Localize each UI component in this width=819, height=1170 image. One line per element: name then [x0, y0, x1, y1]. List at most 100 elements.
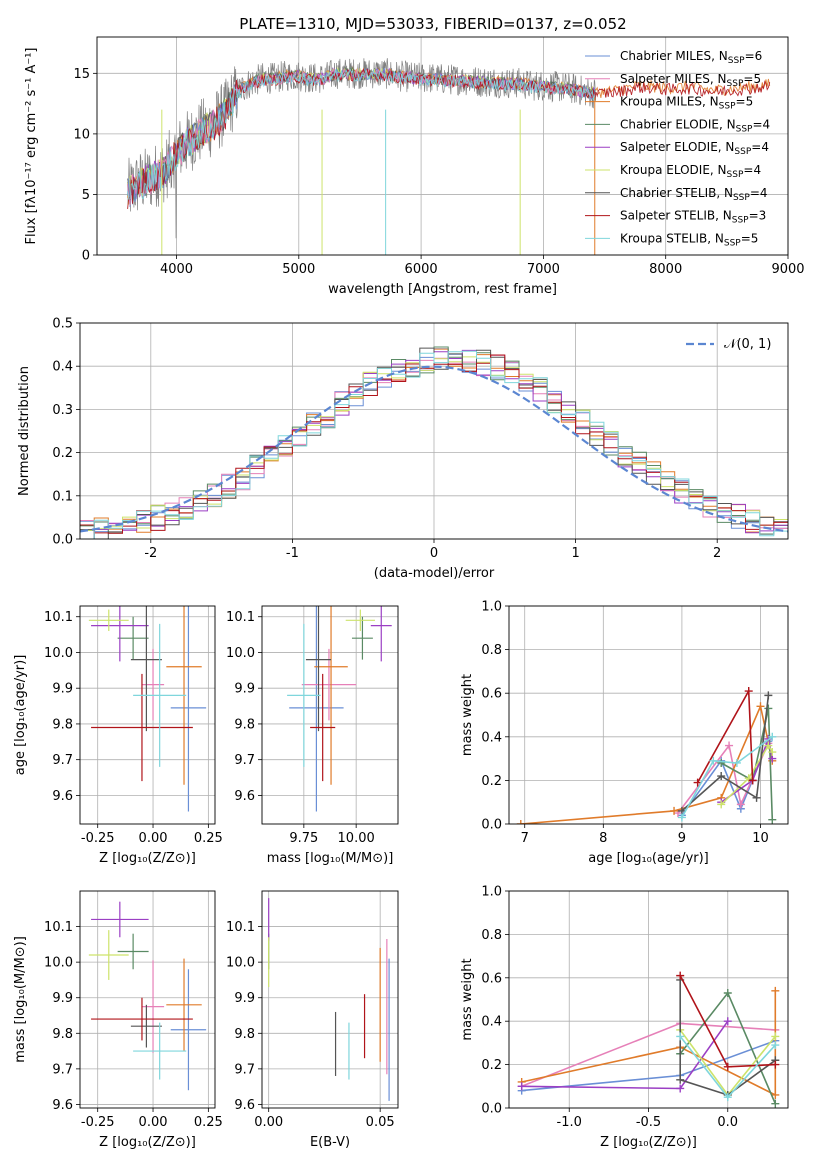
legend-label: Chabrier ELODIE, NSSP=4	[620, 117, 770, 134]
point-marker	[723, 1062, 732, 1071]
y-tick-label: 9.8	[234, 1027, 255, 1042]
series-chabrier-stelib	[677, 691, 773, 815]
panel-massweight-vs-Z: -1.0 -0.5 0.0 0.0 0.2 0.4 0.6 0.8 1.0 Z [log₁₀(Z/…	[460, 885, 789, 1150]
x-tick-label: 10	[752, 831, 769, 846]
panel-residuals: -2 -1 0 1 2 0.0 0.1 0.2 0.3 0.4 0.5 (data-model)/er…	[17, 317, 789, 581]
legend-label: 𝒩(0, 1)	[724, 337, 771, 352]
x-axis-label: Z [log₁₀(Z/Z⊙)]	[99, 851, 196, 866]
axes-frame	[79, 890, 216, 1109]
y-tick-label: 0.6	[481, 687, 502, 702]
y-tick-label: 9.7	[52, 1062, 73, 1077]
histogram-kroupa-stelib	[80, 350, 788, 539]
axes-frame	[261, 890, 399, 1109]
series-line	[681, 736, 773, 818]
y-tick-label: 0.8	[481, 643, 502, 658]
y-tick-label: 0.4	[481, 730, 502, 745]
x-tick-label: 8	[599, 831, 607, 846]
x-axis-label: (data-model)/error	[374, 566, 495, 581]
point-marker	[771, 1090, 780, 1099]
y-tick-label: 0.6	[481, 971, 502, 986]
y-tick-label: 9.9	[234, 682, 255, 697]
errorbar-salpeter-elodie	[91, 606, 149, 662]
axes-frame	[508, 605, 789, 825]
grid	[262, 891, 398, 1108]
x-tick-label: 0.25	[194, 1115, 223, 1130]
series-line	[720, 743, 773, 805]
y-tick-label: 10.0	[44, 956, 73, 971]
y-tick-label: 0.1	[52, 489, 73, 504]
model-kroupa-stelib	[127, 68, 596, 200]
legend: Chabrier MILES, NSSP=6 Salpeter MILES, NS…	[585, 49, 770, 248]
x-tick-label: 6000	[405, 262, 438, 277]
legend-label: Kroupa ELODIE, NSSP=4	[620, 163, 761, 180]
series-line	[720, 708, 774, 820]
x-tick-label: 0.00	[139, 831, 168, 846]
point-marker	[717, 800, 726, 809]
errorbar-kroupa-stelib	[287, 623, 321, 767]
x-tick-label: 9.75	[289, 831, 318, 846]
panel-massweight-vs-age: 7 8 9 10 0.0 0.2 0.4 0.6 0.8 1.0 age [log₁₀(age/yr…	[460, 600, 789, 866]
y-tick-label: 0.0	[481, 818, 502, 833]
point-marker	[723, 1093, 732, 1102]
y-tick-label: 10.1	[44, 610, 73, 625]
series-salpeter-elodie	[517, 1017, 732, 1093]
y-tick-label: 15	[73, 67, 90, 82]
series-salpeter-stelib	[693, 687, 757, 787]
errorbar-kroupa-stelib	[133, 623, 187, 767]
plot-area	[88, 606, 207, 812]
plot-area	[268, 898, 390, 1101]
series-kroupa-stelib	[676, 1032, 780, 1102]
y-tick-label: 10.0	[226, 956, 255, 971]
x-tick-label: 10.00	[338, 831, 375, 846]
point-marker	[517, 1082, 526, 1091]
errorbar-kroupa-elodie	[88, 930, 129, 980]
x-axis-label: E(B-V)	[310, 1135, 350, 1150]
errorbar-kroupa-elodie	[345, 609, 375, 632]
errorbar-chabrier-stelib	[305, 606, 332, 732]
point-marker	[768, 748, 777, 757]
point-marker	[748, 776, 757, 785]
point-marker	[725, 741, 734, 750]
errorbar-chabrier-elodie	[351, 616, 373, 660]
x-tick-label: -1.0	[557, 1115, 582, 1130]
histogram-kroupa-elodie	[80, 356, 788, 531]
y-axis-label: mass weight	[460, 674, 475, 756]
point-marker	[771, 986, 780, 995]
point-marker	[764, 691, 773, 700]
axes-frame	[261, 605, 399, 825]
y-tick-label: 9.8	[52, 717, 73, 732]
y-tick-label: 0.0	[481, 1102, 502, 1117]
grid	[80, 891, 215, 1108]
x-tick-label: 9	[678, 831, 686, 846]
y-tick-label: 10.1	[226, 610, 255, 625]
point-marker	[771, 1099, 780, 1108]
y-tick-label: 9.6	[234, 1098, 255, 1113]
panel-mass-vs-Z: -0.25 0.00 0.25 9.6 9.7 9.8 9.9 10.0 10.1 Z [log₁…	[13, 890, 223, 1150]
point-marker	[732, 758, 741, 767]
x-tick-label: 0.05	[366, 1115, 395, 1130]
legend-label: Kroupa STELIB, NSSP=5	[620, 231, 758, 248]
errorbar-salpeter-miles	[141, 648, 165, 721]
y-tick-label: 9.9	[234, 991, 255, 1006]
y-tick-label: 10.0	[226, 646, 255, 661]
y-tick-label: 0.5	[52, 317, 73, 332]
y-tick-label: 0.8	[481, 928, 502, 943]
y-axis-label: mass [log₁₀(M/M⊙)]	[13, 936, 28, 1063]
y-tick-label: 9.7	[52, 753, 73, 768]
y-tick-label: 9.7	[234, 753, 255, 768]
y-tick-label: 9.9	[52, 682, 73, 697]
normal-curve	[80, 365, 788, 533]
y-tick-label: 0.2	[481, 774, 502, 789]
x-tick-label: 0.00	[139, 1115, 168, 1130]
y-tick-label: 10.0	[44, 646, 73, 661]
y-tick-label: 10	[73, 127, 90, 142]
axes-frame	[79, 322, 789, 540]
plot-area	[80, 346, 788, 539]
point-marker	[676, 1075, 685, 1084]
point-marker	[768, 732, 777, 741]
series-line	[679, 980, 776, 1096]
errorbar-chabrier-miles	[170, 606, 207, 812]
point-marker	[771, 1060, 780, 1069]
series-line	[681, 695, 770, 812]
x-axis-label: mass [log₁₀(M/M⊙)]	[267, 851, 394, 866]
